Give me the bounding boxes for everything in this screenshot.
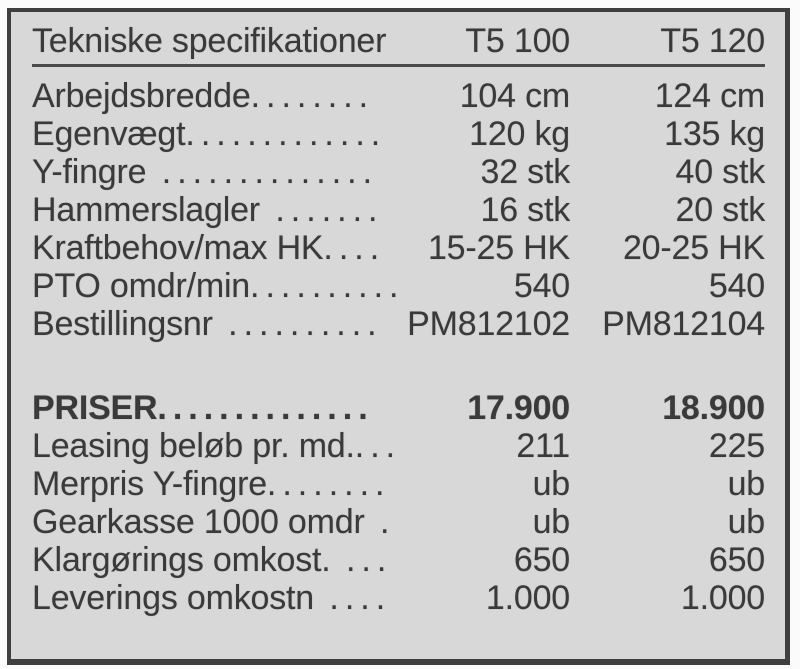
row-label-cell: PRISER.............. [32,389,400,427]
spec-rows-section: Arbejdsbredde........ 104 cm 124 cm Egenvæg… [32,77,765,343]
value-t5-100: ub [532,465,571,503]
dot-leader: ........ [250,77,375,115]
spec-row: Hammerslagler ....... 16 stk 20 stk [32,191,765,229]
value-t5-120: 40 stk [675,153,765,191]
spec-table: Tekniske specifikationer T5 100 T5 120 A… [7,8,790,665]
row-label: Arbejdsbredde [32,77,251,115]
dot-leader: ... [354,427,400,465]
dot-leader: ............. [185,115,387,153]
dot-leader: ... [330,541,393,579]
table-title: Tekniske specifikationer [32,22,387,60]
value-t5-120: ub [727,503,766,541]
value-t5-100: 32 stk [480,153,570,191]
row-label: Klargørings omkost. [32,541,331,579]
row-label-cell: Leasing beløb pr. md.... [32,427,400,465]
row-label: PRISER [32,389,158,427]
value-t5-100: 211 [516,427,570,465]
value-t5-120: 540 [708,267,765,305]
value-t5-120: 18.900 [662,389,765,427]
row-label: Hammerslagler [32,191,260,229]
dot-leader: .... [313,579,392,617]
value-t5-100: 1.000 [485,579,570,617]
value-t5-100: 15-25 HK [427,229,570,267]
column-header-t5-120: T5 120 [660,22,765,60]
dot-leader: . [364,503,396,541]
spec-row: PTO omdr/min.......... 540 540 [32,267,765,305]
row-label: Leasing beløb pr. md. [32,427,355,465]
value-t5-120: PM812104 [602,305,765,343]
dot-leader: .......... [212,305,383,343]
value-t5-120: 135 kg [664,115,765,153]
row-label-cell: Klargørings omkost. ... [32,541,400,579]
row-label: Leverings omkostn [32,579,314,617]
row-label-cell: Gearkasse 1000 omdr . [32,503,400,541]
row-label-cell: Arbejdsbredde........ [32,77,400,115]
spec-row: Bestillingsnr .......... PM812102 PM812104 [32,305,765,343]
value-t5-100: 16 stk [480,191,570,229]
row-label-cell: Y-fingre .............. [32,153,400,191]
value-t5-100: 104 cm [459,77,570,115]
dot-leader: ....... [259,191,384,229]
value-t5-120: 650 [708,541,765,579]
table-header: Tekniske specifikationer T5 100 T5 120 [32,22,765,60]
value-t5-100: 120 kg [469,115,570,153]
row-label-cell: Leverings omkostn .... [32,579,400,617]
spec-row: Egenvægt............. 120 kg 135 kg [32,115,765,153]
row-label-cell: PTO omdr/min.......... [32,267,400,305]
value-t5-120: 20 stk [675,191,765,229]
row-label: Kraftbehov/max HK [32,229,324,267]
dot-leader: .............. [157,389,374,427]
price-row: Leasing beløb pr. md.... 211 225 [32,427,765,465]
value-t5-120: 1.000 [680,579,765,617]
price-row: Klargørings omkost. ... 650 650 [32,541,765,579]
row-label-cell: Merpris Y-fingre........ [32,465,400,503]
value-t5-100: 650 [513,541,570,579]
row-label-cell: Egenvægt............. [32,115,400,153]
value-t5-120: ub [727,465,766,503]
price-row: Leverings omkostn .... 1.000 1.000 [32,579,765,617]
row-label: Egenvægt [32,115,186,153]
dot-leader: .... [323,229,386,267]
row-label-cell: Bestillingsnr .......... [32,305,400,343]
value-t5-120: 124 cm [654,77,765,115]
row-label: Y-fingre [32,153,147,191]
row-label: PTO omdr/min [32,267,251,305]
dot-leader: ........ [266,465,391,503]
price-rows-section: PRISER.............. 17.900 18.900 Leasing … [32,389,765,617]
price-row: Gearkasse 1000 omdr . ub ub [32,503,765,541]
spec-row: Kraftbehov/max HK.... 15-25 HK 20-25 HK [32,229,765,267]
dot-leader: .......... [250,267,400,305]
value-t5-120: 225 [708,427,765,465]
row-label-cell: Kraftbehov/max HK.... [32,229,400,267]
row-label-cell: Hammerslagler ....... [32,191,400,229]
row-label: Gearkasse 1000 omdr [32,503,365,541]
value-t5-100: PM812102 [407,305,570,343]
price-row: PRISER.............. 17.900 18.900 [32,389,765,427]
value-t5-100: ub [532,503,571,541]
spec-row: Arbejdsbredde........ 104 cm 124 cm [32,77,765,115]
spec-row: Y-fingre .............. 32 stk 40 stk [32,153,765,191]
value-t5-100: 17.900 [467,389,570,427]
header-divider [32,64,765,67]
value-t5-120: 20-25 HK [622,229,765,267]
row-label: Merpris Y-fingre [32,465,267,503]
dot-leader: .............. [146,153,379,191]
value-t5-100: 540 [513,267,570,305]
row-label: Bestillingsnr [32,305,213,343]
price-row: Merpris Y-fingre........ ub ub [32,465,765,503]
section-gap [32,343,765,389]
column-header-t5-100: T5 100 [465,22,570,60]
